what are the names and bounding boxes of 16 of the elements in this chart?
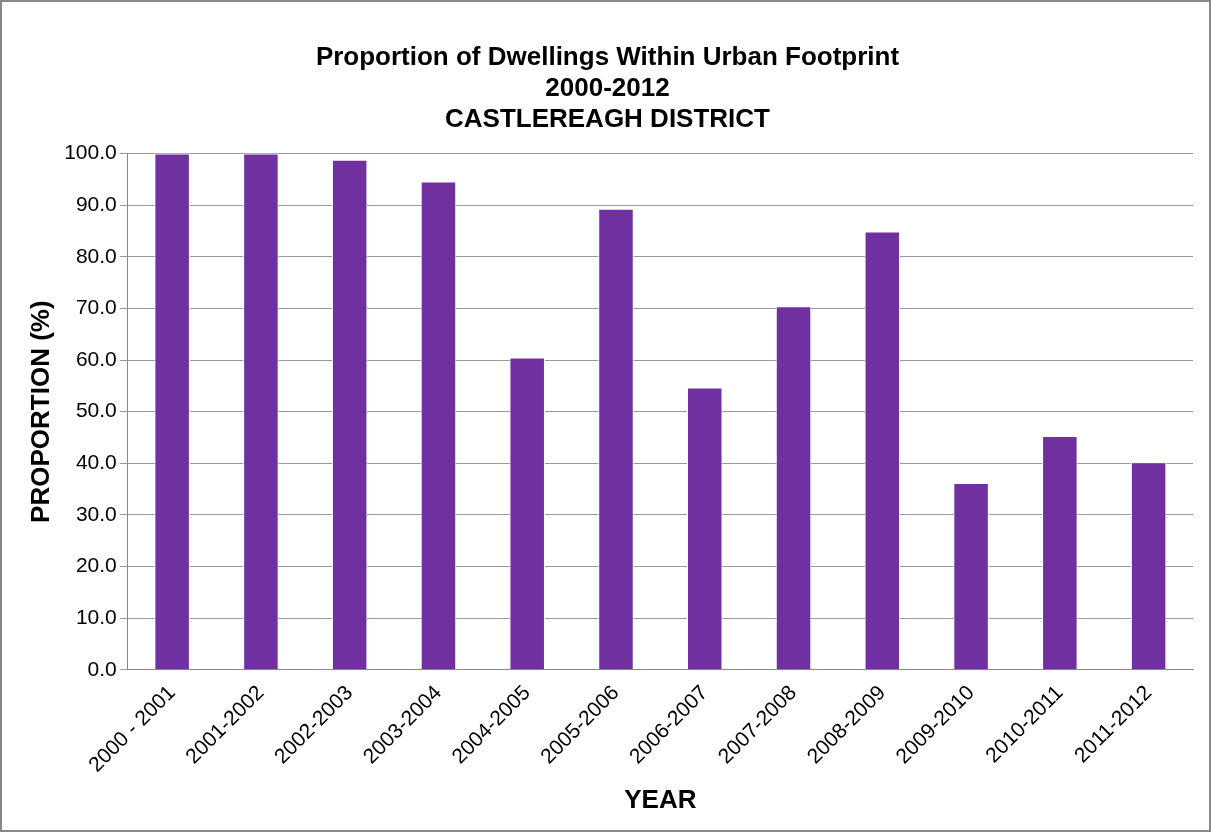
y-tick-label: 70.0 <box>75 295 117 319</box>
y-tick-label: 40.0 <box>75 450 117 474</box>
y-tick-label: 90.0 <box>75 192 117 216</box>
text: CASTLEREAGH DISTRICT <box>445 103 770 134</box>
y-tick-label: 30.0 <box>75 501 117 525</box>
y-tick-label: 100.0 <box>64 140 117 164</box>
text: Proportion of Dwellings Within Urban Footprint <box>315 40 900 71</box>
text: 2000-2012 <box>545 71 670 102</box>
x-axis-title: YEAR <box>624 783 697 814</box>
y-tick-label: 20.0 <box>75 553 117 577</box>
y-tick-label: 60.0 <box>75 346 117 370</box>
y-tick-label: 0.0 <box>87 656 117 680</box>
y-tick-label: 50.0 <box>75 398 117 422</box>
y-tick-label: 80.0 <box>75 243 117 267</box>
y-axis-title: PROPORTION (%) <box>24 300 55 523</box>
y-tick-label: 10.0 <box>75 604 117 628</box>
